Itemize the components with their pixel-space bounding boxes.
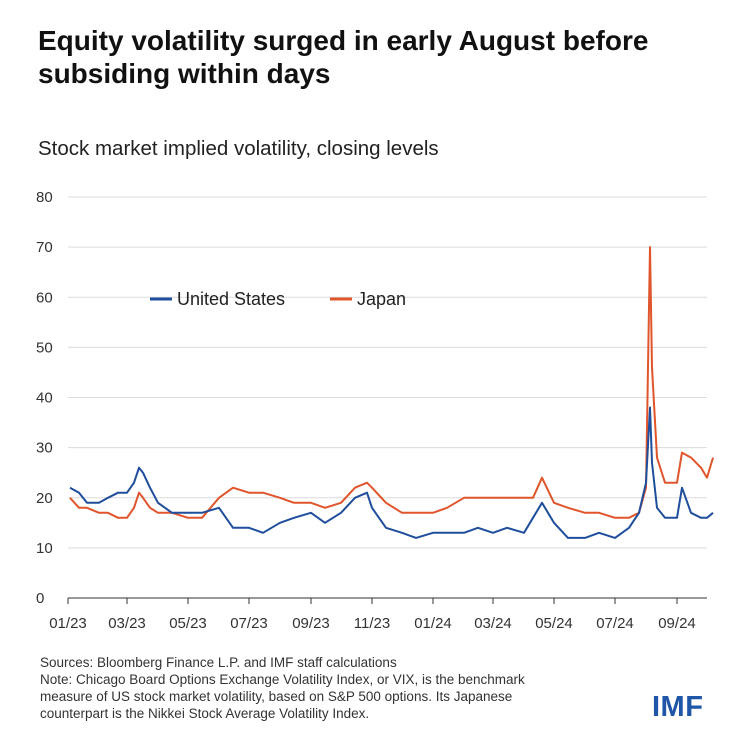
series-line-united-states xyxy=(69,406,714,539)
y-tick-label-10: 10 xyxy=(36,540,53,557)
y-tick-label-50: 50 xyxy=(36,339,53,356)
chart-title: Equity volatility surged in early August… xyxy=(38,25,649,89)
y-tick-label-20: 20 xyxy=(36,490,53,507)
x-tick-label-09-23: 09/23 xyxy=(292,615,330,632)
y-axis: 0 10 20 30 40 50 60 70 80 xyxy=(36,189,53,607)
chart-subtitle: Stock market implied volatility, closing… xyxy=(38,137,439,160)
legend-label-japan: Japan xyxy=(357,289,406,309)
y-tick-label-70: 70 xyxy=(36,239,53,256)
gridlines xyxy=(68,196,707,549)
line-chart: 0 10 20 30 40 50 60 70 80 01/23 03/23 05/23 07/23 09… xyxy=(36,189,714,632)
y-tick-label-30: 30 xyxy=(36,440,53,457)
series-lines xyxy=(69,246,714,539)
x-tick-label-03-24: 03/24 xyxy=(474,615,512,632)
note-text-line-3: counterpart is the Nikkei Stock Average … xyxy=(40,706,370,721)
x-tick-label-09-24: 09/24 xyxy=(658,615,696,632)
x-tick-label-01-24: 01/24 xyxy=(414,615,452,632)
y-tick-label-40: 40 xyxy=(36,390,53,407)
x-axis: 01/23 03/23 05/23 07/23 09/23 11/23 01/24 03/24… xyxy=(49,597,707,632)
x-tick-label-07-24: 07/24 xyxy=(596,615,634,632)
x-tick-label-11-23: 11/23 xyxy=(354,615,390,632)
imf-logo: IMF xyxy=(652,691,704,723)
footer-notes: Sources: Bloomberg Finance L.P. and IMF … xyxy=(40,654,620,722)
x-tick-label-03-23: 03/23 xyxy=(108,615,146,632)
legend: United States Japan xyxy=(150,289,406,309)
note-text-line-1: Note: Chicago Board Options Exchange Vol… xyxy=(40,672,525,687)
y-tick-label-80: 80 xyxy=(36,189,53,206)
x-tick-label-05-23: 05/23 xyxy=(169,615,207,632)
x-tick-label-05-24: 05/24 xyxy=(535,615,573,632)
x-tick-label-01-23: 01/23 xyxy=(49,615,87,632)
x-tick-label-07-23: 07/23 xyxy=(230,615,268,632)
legend-label-united-states: United States xyxy=(177,289,285,309)
y-tick-label-0: 0 xyxy=(36,590,44,607)
series-line-japan xyxy=(69,246,714,519)
note-text-line-2: measure of US stock market volatility, b… xyxy=(40,689,513,704)
sources-text: Sources: Bloomberg Finance L.P. and IMF … xyxy=(40,655,397,670)
y-tick-label-60: 60 xyxy=(36,289,53,306)
